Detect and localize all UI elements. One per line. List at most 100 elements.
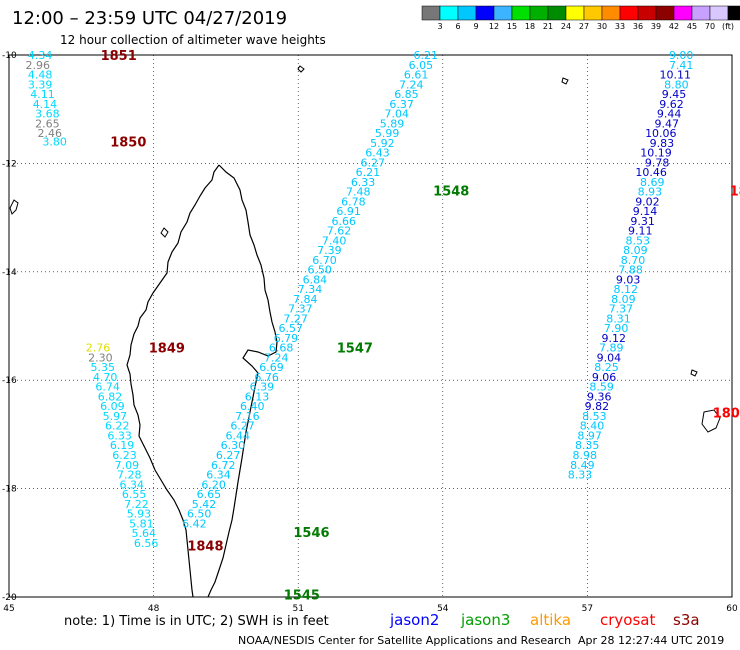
lat-tick-label: -10 <box>2 51 17 61</box>
wave-height-value: 7.40 <box>322 234 347 247</box>
colorbar-label: 6 <box>455 22 460 31</box>
wave-height-value: 8.69 <box>640 176 665 189</box>
lon-tick-label: 57 <box>582 604 593 614</box>
track-jason3: 6.216.056.617.246.856.377.045.895.995.92… <box>182 49 438 530</box>
wave-height-value: 8.53 <box>626 234 651 247</box>
wave-height-value: 5.64 <box>132 527 157 540</box>
colorbar-label: 21 <box>543 22 553 31</box>
mauritius-islet <box>690 369 698 377</box>
map-subtitle: 12 hour collection of altimeter wave hei… <box>60 33 326 47</box>
wave-height-value: 9.62 <box>659 98 684 111</box>
wave-height-value: 8.49 <box>570 459 595 472</box>
axis-ticks: 45 48 51 54 57 60 -10 -12 -14 -16 -18 -20 <box>2 51 738 614</box>
wave-height-value: 6.19 <box>110 439 135 452</box>
wave-height-value: 6.66 <box>332 215 357 228</box>
lon-tick-label: 54 <box>437 604 449 614</box>
wave-height-value: 9.36 <box>587 390 612 403</box>
wave-height-value: 6.61 <box>404 69 429 82</box>
pass-time-label: 18 <box>730 185 740 200</box>
wave-height-value: 7.27 <box>283 312 308 325</box>
pass-time-label: 1851 <box>101 49 137 64</box>
plot-area: 4.342.964.483.394.114.143.682.652.463.80… <box>8 49 740 603</box>
wave-height-value: 4.11 <box>30 88 55 101</box>
wave-height-value: 3.68 <box>35 108 60 121</box>
wave-height-value: 6.55 <box>122 488 147 501</box>
satellite-legend-jason2: jason2 <box>389 611 439 629</box>
wave-height-value: 8.40 <box>580 420 605 433</box>
wave-height-value: 5.35 <box>91 361 116 374</box>
colorbar-label: 39 <box>651 22 661 31</box>
colorbar-swatch <box>493 5 513 21</box>
colorbar-label: 42 <box>669 22 679 31</box>
wave-height-value: 8.12 <box>614 283 639 296</box>
wave-height-value: 5.81 <box>129 517 154 530</box>
wave-height-value: 8.25 <box>594 361 619 374</box>
colorbar-label: 15 <box>507 22 517 31</box>
wave-height-value: 6.50 <box>187 508 212 521</box>
colorbar-swatch <box>421 5 441 21</box>
wave-height-value: 10.19 <box>640 147 672 160</box>
colorbar-swatch <box>619 5 639 21</box>
colorbar-label: 70 <box>705 22 715 31</box>
satellite-legend-s3a: s3a <box>673 611 700 629</box>
colorbar-swatch <box>511 5 531 21</box>
footer-timestamp: Apr 28 12:27:44 UTC 2019 <box>578 634 724 647</box>
wave-height-value: 6.82 <box>98 390 123 403</box>
wave-height-value: 6.22 <box>105 420 130 433</box>
colorbar-label: 24 <box>561 22 571 31</box>
wave-height-value: 7.48 <box>346 186 371 199</box>
altimeter-tracks: 4.342.964.483.394.114.143.682.652.463.80… <box>25 49 693 550</box>
colorbar: 3 6 9 12 15 18 21 24 27 30 33 36 39 42 45 70 (ft) <box>421 5 740 31</box>
colorbar-label: 18 <box>525 22 535 31</box>
wave-height-value: 7.88 <box>618 264 643 277</box>
wave-height-value: 9.02 <box>635 195 660 208</box>
colorbar-label: 3 <box>437 22 442 31</box>
wave-height-value: 9.14 <box>633 205 658 218</box>
small-island-north <box>297 65 305 73</box>
wave-height-value: 9.82 <box>585 400 610 413</box>
lon-tick-label: 45 <box>3 604 14 614</box>
wave-height-value: 7.37 <box>609 303 634 316</box>
wave-height-value: 6.09 <box>100 400 125 413</box>
wave-height-value: 5.99 <box>375 127 400 140</box>
satellite-legend-altika: altika <box>530 611 571 629</box>
wave-height-value: 8.09 <box>611 293 636 306</box>
wave-height-value: 6.34 <box>119 478 144 491</box>
wave-height-value: 7.41 <box>669 59 694 72</box>
wave-height-value: 3.80 <box>42 136 67 149</box>
wave-height-value: 7.09 <box>115 459 140 472</box>
wave-height-value: 5.42 <box>192 498 217 511</box>
wave-height-value: 10.06 <box>645 127 677 140</box>
small-island-east <box>561 77 569 85</box>
wave-height-value: 6.85 <box>394 88 419 101</box>
wave-height-value: 7.28 <box>117 469 142 482</box>
wave-height-value: 8.31 <box>606 312 631 325</box>
wave-height-value: 6.23 <box>112 449 137 462</box>
pass-time-label: 1809 <box>713 407 740 422</box>
colorbar-swatch <box>529 5 549 21</box>
wave-height-value: 8.98 <box>573 449 598 462</box>
wave-height-value: 9.83 <box>650 137 675 150</box>
colorbar-label: 33 <box>615 22 625 31</box>
colorbar-label: 9 <box>473 22 478 31</box>
wave-height-value: 6.84 <box>303 273 328 286</box>
wave-height-value: 8.70 <box>621 254 646 267</box>
wave-height-value: 2.96 <box>25 59 50 72</box>
pass-time-label: 1546 <box>293 526 329 541</box>
wave-height-value: 7.89 <box>599 342 624 355</box>
pass-times: 1851 1850 1849 1848 1548 1547 1546 1545 1809 18 <box>101 49 740 603</box>
wave-height-value: 4.48 <box>28 69 53 82</box>
wave-height-value: 7.90 <box>604 322 629 335</box>
reunion-island <box>701 409 721 433</box>
wave-height-value: 9.44 <box>657 108 682 121</box>
wave-height-value: 2.65 <box>35 117 60 130</box>
wave-height-value: 7.84 <box>293 293 318 306</box>
wave-height-value: 6.79 <box>274 332 299 345</box>
colorbar-swatch <box>547 5 567 21</box>
map-frame <box>8 54 733 598</box>
pass-time-label: 1850 <box>110 136 146 151</box>
wave-height-value: 9.00 <box>669 49 694 62</box>
pass-time-label: 1545 <box>284 588 320 603</box>
colorbar-label: 45 <box>687 22 697 31</box>
